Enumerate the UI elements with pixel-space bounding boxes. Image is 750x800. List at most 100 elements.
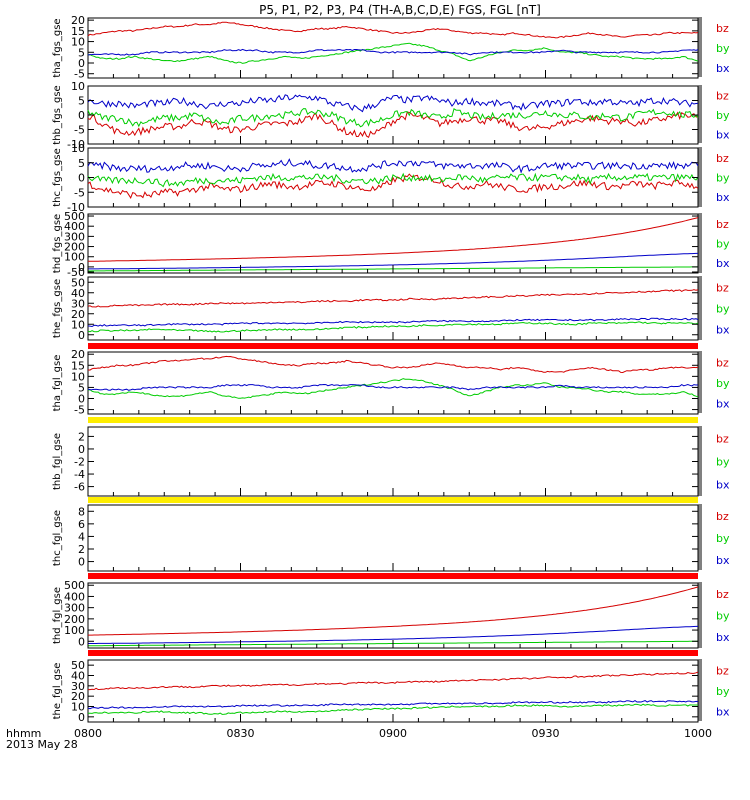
legend-bx: bx (716, 257, 730, 270)
series-bz-line (87, 173, 699, 200)
panel-thc_fgs_gse: 10 5 0-5 -10 thc_fgs_gse bz by bx (52, 142, 730, 214)
series-bx-line (87, 158, 699, 174)
legend-by: by (716, 532, 730, 545)
status-bar-red (88, 650, 698, 656)
y-tick-label: 0 (78, 393, 85, 406)
y-axis-label: the_fgl_gse (52, 663, 63, 720)
panel-thb_fgs_gse: 10 50 -5-10 thb_fgs_gse bz by bx (52, 80, 730, 151)
legend-by: by (716, 42, 730, 55)
legend-by: by (716, 610, 730, 623)
y-tick-label: 0 (78, 443, 85, 456)
y-tick-label: 30 (71, 680, 85, 693)
y-axis-label: thd_fgs_gse (52, 214, 63, 273)
y-tick-label: -10 (67, 201, 85, 214)
y-tick-label: 10 (71, 80, 85, 93)
y-tick-label: 40 (71, 670, 85, 683)
legend-bx: bx (716, 631, 730, 644)
y-tick-label: 30 (71, 297, 85, 310)
y-tick-label: 5 (78, 46, 85, 59)
y-tick-label: 2 (78, 430, 85, 443)
y-tick-label: 400 (64, 220, 85, 233)
y-tick-label: 10 (71, 370, 85, 383)
y-tick-label: 0 (78, 329, 85, 342)
legend-by: by (716, 456, 730, 469)
legend-bz: bz (716, 218, 729, 231)
y-tick-label: 100 (64, 251, 85, 264)
series-bx-line (87, 383, 699, 391)
y-tick-label: 50 (71, 276, 85, 289)
legend-by: by (716, 303, 730, 316)
status-bar-red (88, 573, 698, 579)
x-axis: 0800 0830 0900 0930 1000 (74, 727, 712, 740)
legend-bx: bx (716, 398, 730, 411)
series-bz-line (88, 217, 699, 262)
series-bz-line (88, 671, 699, 691)
y-tick-label: 20 (71, 14, 85, 27)
y-tick-label: 4 (78, 530, 85, 543)
y-tick-label: -5 (74, 404, 85, 417)
y-tick-label: 8 (78, 505, 85, 518)
legend-bx: bx (716, 324, 730, 337)
series-bx-line (87, 317, 699, 328)
legend-bz: bz (716, 152, 729, 165)
y-tick-label: 0 (78, 172, 85, 185)
series-bz-line (87, 289, 699, 308)
y-tick-label: -5 (74, 124, 85, 137)
series-bx-line (88, 625, 698, 644)
y-tick-label: 50 (71, 659, 85, 672)
y-tick-label: 5 (78, 381, 85, 394)
y-tick-label: 0 (78, 57, 85, 70)
y-tick-label: -5 (74, 186, 85, 199)
legend-bz: bz (716, 510, 729, 523)
y-tick-label: -2 (74, 456, 85, 469)
legend-bx: bx (716, 706, 730, 719)
y-tick-label: 0 (78, 556, 85, 569)
series-by-line (87, 42, 699, 64)
y-tick-label: 0 (78, 261, 85, 274)
y-tick-label: -50 (67, 266, 85, 279)
y-axis-label: tha_fgl_gse (52, 355, 63, 412)
y-axis-label: thd_fgl_gse (52, 587, 63, 644)
y-axis-label: thc_fgs_gse (52, 148, 63, 207)
status-bar-yellow (88, 497, 698, 503)
y-tick-label: 200 (64, 241, 85, 254)
y-tick-label: 400 (64, 590, 85, 603)
series-by-line (87, 321, 699, 333)
legend-bx: bx (716, 479, 730, 492)
y-tick-label: 500 (64, 210, 85, 223)
y-axis-label: thb_fgl_gse (52, 433, 63, 490)
series-bz-line (88, 586, 699, 636)
y-axis-label: thc_fgl_gse (52, 510, 63, 566)
y-tick-label: 200 (64, 613, 85, 626)
y-tick-label: 5 (78, 157, 85, 170)
legend-bz: bz (716, 664, 729, 677)
series-by-line (87, 108, 699, 128)
y-tick-label: 20 (71, 308, 85, 321)
footer-date-label: 2013 May 28 (6, 738, 78, 751)
legend-by: by (716, 685, 730, 698)
series-by-line (87, 378, 699, 399)
y-tick-label: 300 (64, 230, 85, 243)
y-tick-label: 20 (71, 690, 85, 703)
legend-bx: bx (716, 128, 730, 141)
x-tick-label: 0900 (379, 727, 407, 740)
legend-by: by (716, 172, 730, 185)
y-tick-label: 40 (71, 287, 85, 300)
y-axis-label: tha_fgs_gse (52, 18, 63, 77)
x-tick-label: 0800 (74, 727, 102, 740)
y-tick-label: 0 (78, 109, 85, 122)
y-tick-label: 2 (78, 543, 85, 556)
series-bz-line (87, 21, 699, 39)
series-bx-line (87, 700, 699, 710)
y-axis-label: the_fgs_gse (52, 279, 63, 338)
y-tick-label: 10 (71, 142, 85, 155)
y-tick-label: 500 (64, 579, 85, 592)
